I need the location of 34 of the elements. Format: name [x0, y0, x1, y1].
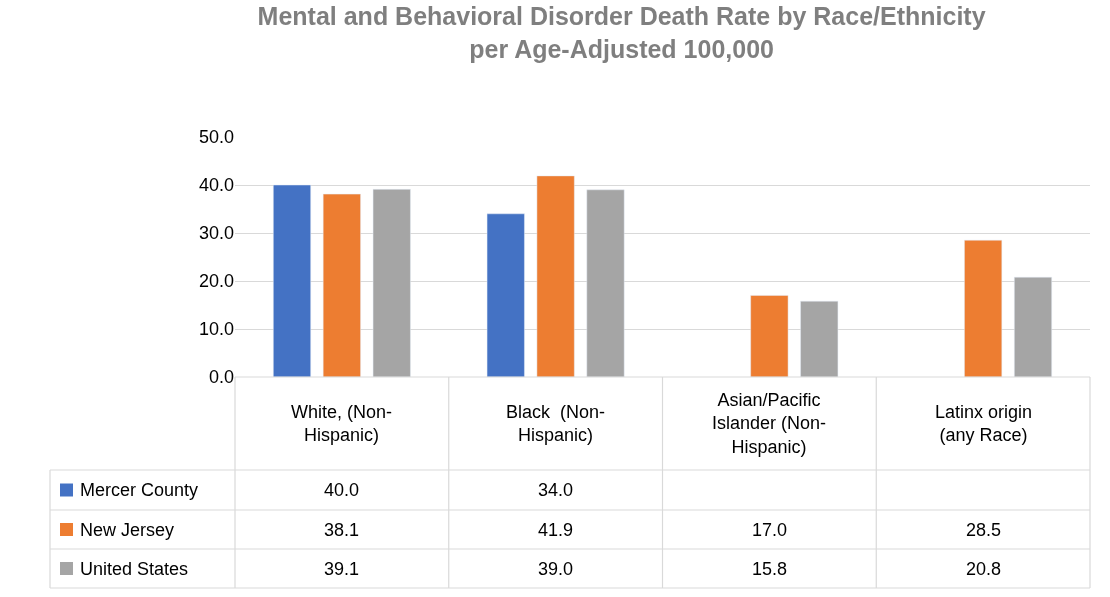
data-label: 41.9	[538, 520, 574, 540]
bar	[964, 239, 1003, 377]
data-label: 15.8	[752, 559, 788, 579]
data-label: 39.0	[538, 559, 574, 579]
bar	[486, 213, 525, 377]
y-tick-label: 50.0	[198, 127, 234, 148]
bar	[800, 300, 839, 377]
bar	[372, 189, 411, 377]
y-tick-label: 10.0	[198, 319, 234, 340]
bar	[586, 189, 625, 377]
data-label: 17.0	[752, 520, 788, 540]
x-tick-label: Black (Non-Hispanic)	[506, 402, 606, 446]
y-tick-label: 40.0	[198, 175, 234, 196]
y-tick-label: 20.0	[198, 271, 234, 292]
bar	[322, 193, 361, 377]
y-tick-label: 0.0	[208, 367, 234, 388]
data-label: 38.1	[324, 520, 360, 540]
legend-label: New Jersey	[80, 520, 175, 540]
y-tick-label: 30.0	[198, 223, 234, 244]
bar	[750, 295, 789, 377]
data-label: 34.0	[538, 480, 574, 500]
data-label: 39.1	[324, 559, 360, 579]
data-label: 40.0	[324, 480, 360, 500]
data-label: 20.8	[966, 559, 1002, 579]
x-tick-label: Latinx origin (any Race)	[935, 402, 1033, 446]
legend-label: Mercer County	[80, 480, 199, 500]
x-tick-label: White, (Non-Hispanic)	[291, 402, 393, 446]
chart-title: Mental and Behavioral Disorder Death Rate by Race/Ethnicity per Age-Adjusted 100,000	[257, 2, 986, 63]
bar	[273, 184, 311, 377]
data-label: 28.5	[966, 520, 1002, 540]
bar	[1014, 276, 1052, 377]
legend-label: United States	[80, 559, 189, 579]
x-tick-label: Asian/Pacific Islander (Non-Hispanic)	[712, 390, 827, 457]
bar	[536, 175, 575, 377]
